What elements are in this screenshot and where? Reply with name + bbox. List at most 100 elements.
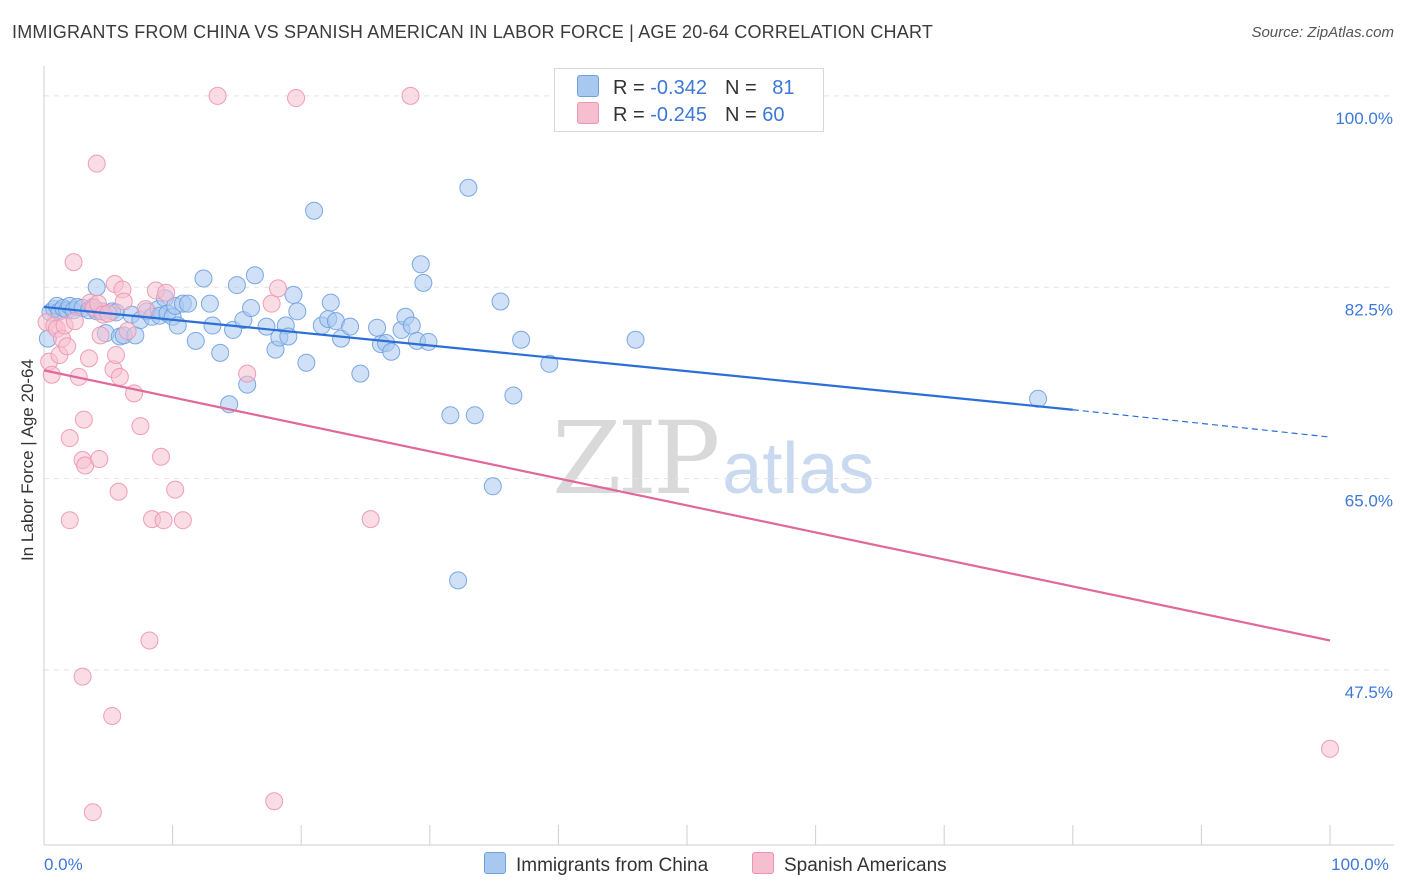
spanish-point xyxy=(83,803,102,822)
china-point xyxy=(200,294,219,313)
china-point xyxy=(351,364,370,383)
china-point xyxy=(411,255,430,274)
spanish-point xyxy=(269,279,288,298)
chart-title: IMMIGRANTS FROM CHINA VS SPANISH AMERICA… xyxy=(12,22,934,42)
spanish-point xyxy=(110,367,129,386)
spanish-point xyxy=(154,511,173,530)
spanish-point xyxy=(157,283,176,302)
spanish-legend-swatch xyxy=(752,852,774,874)
legend-item-china[interactable]: Immigrants from China xyxy=(484,852,708,877)
china-point xyxy=(179,294,198,313)
china-point xyxy=(321,293,340,312)
china-point xyxy=(402,316,421,335)
series-legend: Immigrants from China Spanish Americans xyxy=(0,852,1406,878)
spanish-swatch xyxy=(577,102,599,124)
source-credit: Source: ZipAtlas.com xyxy=(1251,24,1394,41)
spanish-trend-line xyxy=(43,369,1331,642)
china-point xyxy=(491,292,510,311)
china-point xyxy=(504,386,523,405)
china-point xyxy=(368,318,387,337)
spanish-point xyxy=(140,631,159,650)
china-point xyxy=(382,342,401,361)
spanish-r-label: R = xyxy=(613,104,651,126)
china-r-label: R = xyxy=(613,77,651,99)
china-n-label: N = xyxy=(724,77,763,99)
spanish-point xyxy=(401,86,420,105)
china-point xyxy=(203,316,222,335)
trend-lines xyxy=(43,305,1331,642)
spanish-point xyxy=(80,349,99,368)
spanish-point xyxy=(60,429,79,448)
axes xyxy=(43,66,1394,846)
legend-item-spanish[interactable]: Spanish Americans xyxy=(752,852,947,877)
spanish-point xyxy=(60,511,79,530)
spanish-point xyxy=(118,322,137,340)
spanish-point xyxy=(87,154,106,173)
spanish-point xyxy=(262,294,281,313)
spanish-point xyxy=(65,312,84,331)
china-point xyxy=(512,330,531,349)
spanish-r-value: -0.245 xyxy=(650,104,707,126)
china-point xyxy=(257,317,276,336)
spanish-point xyxy=(238,364,257,383)
spanish-point xyxy=(1321,739,1339,758)
china-point xyxy=(87,278,106,297)
spanish-point xyxy=(208,86,227,105)
spanish-point xyxy=(64,253,83,272)
spanish-point xyxy=(58,337,77,356)
china-point xyxy=(332,329,351,348)
watermark-atlas: atlas xyxy=(722,429,875,509)
stats-row-spanish: R = -0.245 N = 60 xyxy=(577,102,784,128)
data-points xyxy=(37,86,1339,822)
x-tick-label: 0.0% xyxy=(44,855,83,874)
y-tick-label: 65.0% xyxy=(1345,492,1393,511)
china-legend-label: Immigrants from China xyxy=(516,855,709,876)
tick-labels: 100.0% 82.5% 65.0% 47.5% 0.0% 100.0% xyxy=(44,109,1393,874)
china-n-value: 81 xyxy=(772,77,795,99)
china-point xyxy=(626,330,645,349)
spanish-point xyxy=(136,300,155,319)
spanish-point xyxy=(166,480,185,499)
china-point xyxy=(242,299,261,318)
y-tick-label: 100.0% xyxy=(1335,109,1393,128)
watermark: ZIPatlas xyxy=(552,400,874,517)
china-point xyxy=(305,201,324,220)
china-trend-line xyxy=(43,305,1073,411)
china-trend-extension xyxy=(1072,409,1331,438)
spanish-point xyxy=(103,706,122,725)
china-point xyxy=(441,406,460,425)
stats-row-china: R = -0.342 N = 81 xyxy=(577,75,794,101)
spanish-point xyxy=(42,365,61,384)
watermark-zip: ZIP xyxy=(552,400,720,517)
china-point xyxy=(465,406,484,425)
spanish-point xyxy=(131,417,150,436)
china-point xyxy=(284,285,303,304)
china-point xyxy=(449,571,468,590)
spanish-point xyxy=(90,449,109,468)
china-r-value: -0.342 xyxy=(650,77,707,99)
y-tick-label: 82.5% xyxy=(1345,300,1393,319)
china-point xyxy=(341,317,360,336)
spanish-legend-label: Spanish Americans xyxy=(784,855,947,876)
spanish-point xyxy=(107,346,126,365)
china-point xyxy=(419,332,438,351)
china-legend-swatch xyxy=(484,852,506,874)
spanish-point xyxy=(287,89,306,108)
stats-legend: R = -0.342 N = 81 R = -0.245 N = 60 xyxy=(554,68,824,132)
china-swatch xyxy=(577,75,599,97)
spanish-point xyxy=(91,326,110,345)
china-point xyxy=(297,353,316,372)
spanish-point xyxy=(74,410,93,429)
china-point xyxy=(194,269,213,288)
china-point xyxy=(414,273,433,292)
china-point xyxy=(245,266,264,285)
china-point xyxy=(227,276,246,295)
china-point xyxy=(211,343,230,362)
china-point xyxy=(540,354,559,373)
china-point xyxy=(483,477,502,496)
y-tick-label: 47.5% xyxy=(1345,683,1393,702)
spanish-point xyxy=(265,792,284,811)
spanish-point xyxy=(73,667,92,686)
china-point xyxy=(186,331,205,350)
